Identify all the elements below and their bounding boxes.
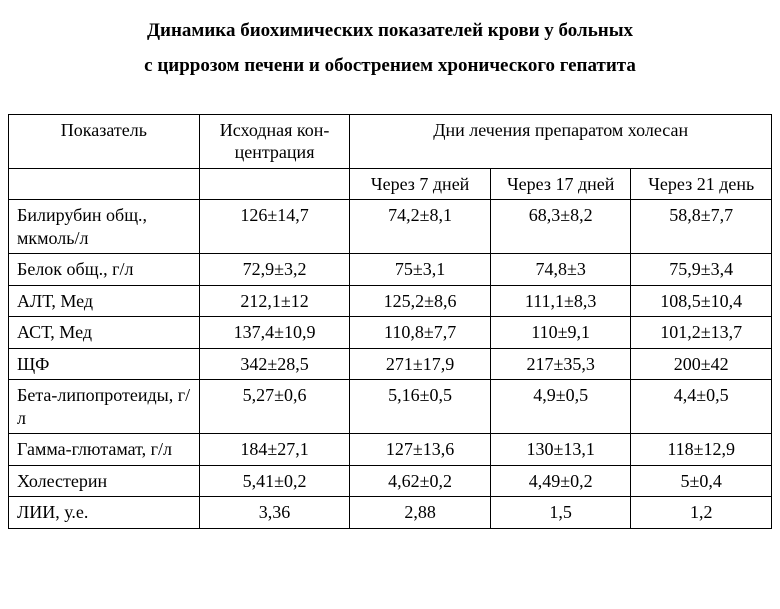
cell-baseline: 137,4±10,9	[199, 317, 350, 349]
table-row: Гамма-глютамат, г/л 184±27,1 127±13,6 13…	[9, 434, 772, 466]
cell-day17: 4,9±0,5	[490, 380, 631, 434]
cell-day17: 4,49±0,2	[490, 465, 631, 497]
cell-param: АЛТ, Мед	[9, 285, 200, 317]
col-header-parameter: Показатель	[9, 114, 200, 168]
cell-baseline: 72,9±3,2	[199, 254, 350, 286]
cell-day7: 5,16±0,5	[350, 380, 491, 434]
cell-baseline: 184±27,1	[199, 434, 350, 466]
page-title-line1: Динамика биохимических показателей крови…	[8, 20, 772, 43]
col-header-day7: Через 7 дней	[350, 168, 491, 200]
cell-param: Билирубин общ., мкмоль/л	[9, 200, 200, 254]
table-row: АСТ, Мед 137,4±10,9 110,8±7,7 110±9,1 10…	[9, 317, 772, 349]
table-body: Билирубин общ., мкмоль/л 126±14,7 74,2±8…	[9, 200, 772, 529]
cell-baseline: 212,1±12	[199, 285, 350, 317]
table-row: АЛТ, Мед 212,1±12 125,2±8,6 111,1±8,3 10…	[9, 285, 772, 317]
cell-day21: 101,2±13,7	[631, 317, 772, 349]
table-row: Холестерин 5,41±0,2 4,62±0,2 4,49±0,2 5±…	[9, 465, 772, 497]
cell-day21: 5±0,4	[631, 465, 772, 497]
cell-day17: 68,3±8,2	[490, 200, 631, 254]
col-header-day17: Через 17 дней	[490, 168, 631, 200]
cell-baseline: 342±28,5	[199, 348, 350, 380]
table-row: Белок общ., г/л 72,9±3,2 75±3,1 74,8±3 7…	[9, 254, 772, 286]
cell-day17: 130±13,1	[490, 434, 631, 466]
table-header-row-2: Через 7 дней Через 17 дней Через 21 день	[9, 168, 772, 200]
cell-baseline: 5,41±0,2	[199, 465, 350, 497]
cell-day21: 200±42	[631, 348, 772, 380]
table-row: Бета-липопротеиды, г/л 5,27±0,6 5,16±0,5…	[9, 380, 772, 434]
col-header-day21: Через 21 день	[631, 168, 772, 200]
col-header-empty-1	[9, 168, 200, 200]
cell-day7: 4,62±0,2	[350, 465, 491, 497]
biochemistry-table: Показатель Исходная кон­центрация Дни ле…	[8, 114, 772, 529]
table-header-row-1: Показатель Исходная кон­центрация Дни ле…	[9, 114, 772, 168]
cell-baseline: 126±14,7	[199, 200, 350, 254]
cell-day17: 110±9,1	[490, 317, 631, 349]
cell-param: ЛИИ, у.е.	[9, 497, 200, 529]
cell-day7: 74,2±8,1	[350, 200, 491, 254]
col-header-empty-2	[199, 168, 350, 200]
cell-day17: 74,8±3	[490, 254, 631, 286]
cell-day21: 4,4±0,5	[631, 380, 772, 434]
col-header-baseline: Исходная кон­центрация	[199, 114, 350, 168]
cell-day21: 108,5±10,4	[631, 285, 772, 317]
cell-day7: 75±3,1	[350, 254, 491, 286]
cell-baseline: 5,27±0,6	[199, 380, 350, 434]
cell-day7: 110,8±7,7	[350, 317, 491, 349]
page-title-line2: с циррозом печени и обострением хроничес…	[8, 55, 772, 78]
cell-day7: 271±17,9	[350, 348, 491, 380]
cell-param: Белок общ., г/л	[9, 254, 200, 286]
col-header-days-group: Дни лечения препаратом холесан	[350, 114, 772, 168]
cell-param: Бета-липопротеиды, г/л	[9, 380, 200, 434]
cell-day21: 1,2	[631, 497, 772, 529]
cell-day7: 2,88	[350, 497, 491, 529]
cell-param: ЩФ	[9, 348, 200, 380]
cell-param: АСТ, Мед	[9, 317, 200, 349]
table-row: Билирубин общ., мкмоль/л 126±14,7 74,2±8…	[9, 200, 772, 254]
table-row: ЩФ 342±28,5 271±17,9 217±35,3 200±42	[9, 348, 772, 380]
cell-day17: 1,5	[490, 497, 631, 529]
cell-day7: 125,2±8,6	[350, 285, 491, 317]
table-row: ЛИИ, у.е. 3,36 2,88 1,5 1,2	[9, 497, 772, 529]
cell-day17: 217±35,3	[490, 348, 631, 380]
cell-day17: 111,1±8,3	[490, 285, 631, 317]
cell-param: Холестерин	[9, 465, 200, 497]
cell-baseline: 3,36	[199, 497, 350, 529]
cell-param: Гамма-глютамат, г/л	[9, 434, 200, 466]
cell-day21: 58,8±7,7	[631, 200, 772, 254]
cell-day21: 118±12,9	[631, 434, 772, 466]
cell-day21: 75,9±3,4	[631, 254, 772, 286]
cell-day7: 127±13,6	[350, 434, 491, 466]
